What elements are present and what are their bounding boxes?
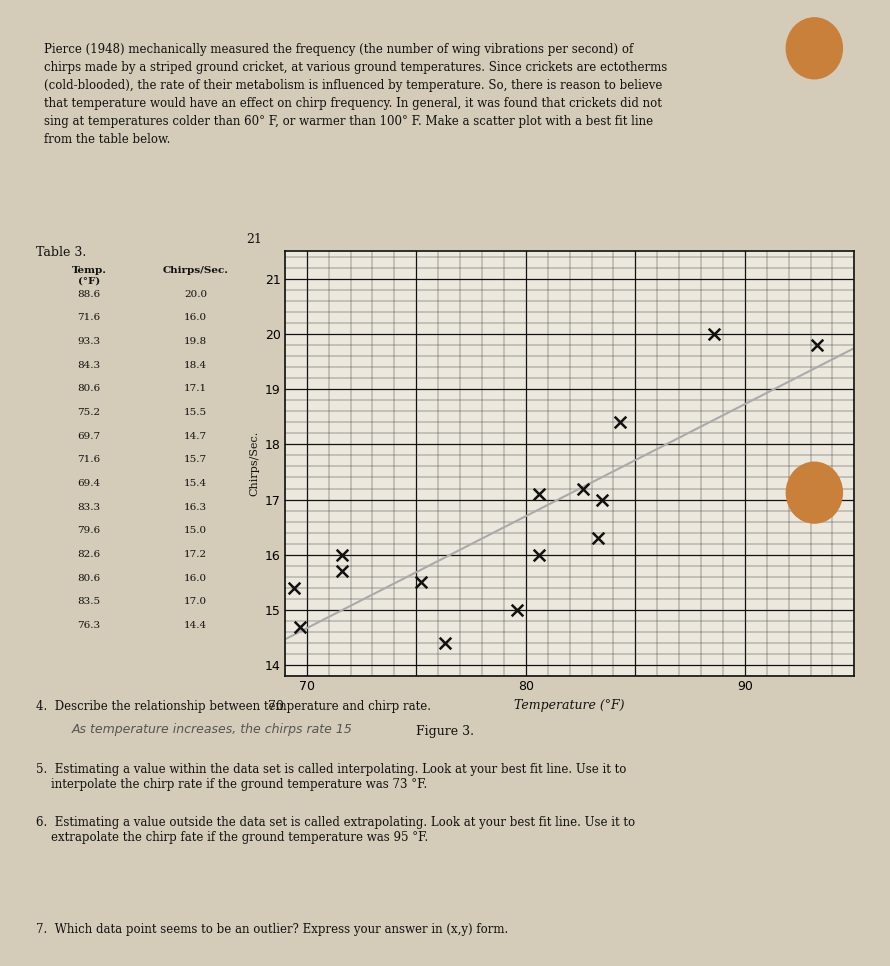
Text: 88.6: 88.6 — [77, 290, 101, 298]
Circle shape — [787, 462, 843, 523]
Text: 18.4: 18.4 — [184, 360, 207, 370]
Point — [438, 636, 452, 651]
Point — [810, 337, 824, 353]
Text: 75.2: 75.2 — [77, 408, 101, 417]
Text: 82.6: 82.6 — [77, 550, 101, 559]
Text: Table 3.: Table 3. — [36, 246, 85, 259]
Text: 19.8: 19.8 — [184, 337, 207, 346]
Text: 70: 70 — [268, 700, 284, 713]
Text: 15.4: 15.4 — [184, 479, 207, 488]
Point — [287, 581, 301, 596]
Text: Figure 3.: Figure 3. — [416, 724, 474, 737]
Point — [576, 481, 590, 497]
Point — [293, 619, 307, 635]
Text: 5.  Estimating a value within the data set is called interpolating. Look at your: 5. Estimating a value within the data se… — [36, 763, 626, 791]
Text: 69.4: 69.4 — [77, 479, 101, 488]
Point — [707, 327, 721, 342]
Text: 4.  Describe the relationship between temperature and chirp rate.: 4. Describe the relationship between tem… — [36, 700, 431, 713]
Text: 16.0: 16.0 — [184, 313, 207, 323]
Text: As temperature increases, the chirps rate 15: As temperature increases, the chirps rat… — [71, 723, 352, 735]
Text: 80.6: 80.6 — [77, 574, 101, 582]
Text: 16.0: 16.0 — [184, 574, 207, 582]
Text: 15.0: 15.0 — [184, 526, 207, 535]
Point — [335, 563, 349, 579]
Text: 15.5: 15.5 — [184, 408, 207, 417]
Text: 17.0: 17.0 — [184, 597, 207, 607]
Text: 71.6: 71.6 — [77, 313, 101, 323]
Circle shape — [787, 17, 843, 79]
Point — [532, 547, 546, 562]
Text: 6.  Estimating a value outside the data set is called extrapolating. Look at you: 6. Estimating a value outside the data s… — [36, 816, 635, 844]
Text: 83.5: 83.5 — [77, 597, 101, 607]
Point — [613, 414, 627, 430]
Text: 93.3: 93.3 — [77, 337, 101, 346]
Text: 69.7: 69.7 — [77, 432, 101, 440]
Text: Pierce (1948) mechanically measured the frequency (the number of wing vibrations: Pierce (1948) mechanically measured the … — [44, 43, 668, 147]
Text: 16.3: 16.3 — [184, 502, 207, 512]
Text: 17.2: 17.2 — [184, 550, 207, 559]
Text: 21: 21 — [247, 234, 263, 246]
Point — [532, 486, 546, 501]
Text: 20.0: 20.0 — [184, 290, 207, 298]
Text: 14.7: 14.7 — [184, 432, 207, 440]
Text: 14.4: 14.4 — [184, 621, 207, 630]
Point — [595, 492, 610, 507]
Text: 7.  Which data point seems to be an outlier? Express your answer in (x,y) form.: 7. Which data point seems to be an outli… — [36, 923, 508, 935]
Point — [591, 530, 605, 546]
Text: 83.3: 83.3 — [77, 502, 101, 512]
Text: Temp.
(°F): Temp. (°F) — [71, 266, 107, 285]
Text: 80.6: 80.6 — [77, 384, 101, 393]
Y-axis label: Chirps/Sec.: Chirps/Sec. — [249, 431, 259, 497]
Text: 76.3: 76.3 — [77, 621, 101, 630]
Point — [414, 575, 428, 590]
Text: 84.3: 84.3 — [77, 360, 101, 370]
Text: 17.1: 17.1 — [184, 384, 207, 393]
Point — [510, 602, 524, 617]
Text: Chirps/Sec.: Chirps/Sec. — [163, 266, 229, 274]
X-axis label: Temperature (°F): Temperature (°F) — [514, 699, 625, 712]
Text: 15.7: 15.7 — [184, 455, 207, 465]
Point — [335, 547, 349, 562]
Text: 71.6: 71.6 — [77, 455, 101, 465]
Text: 79.6: 79.6 — [77, 526, 101, 535]
